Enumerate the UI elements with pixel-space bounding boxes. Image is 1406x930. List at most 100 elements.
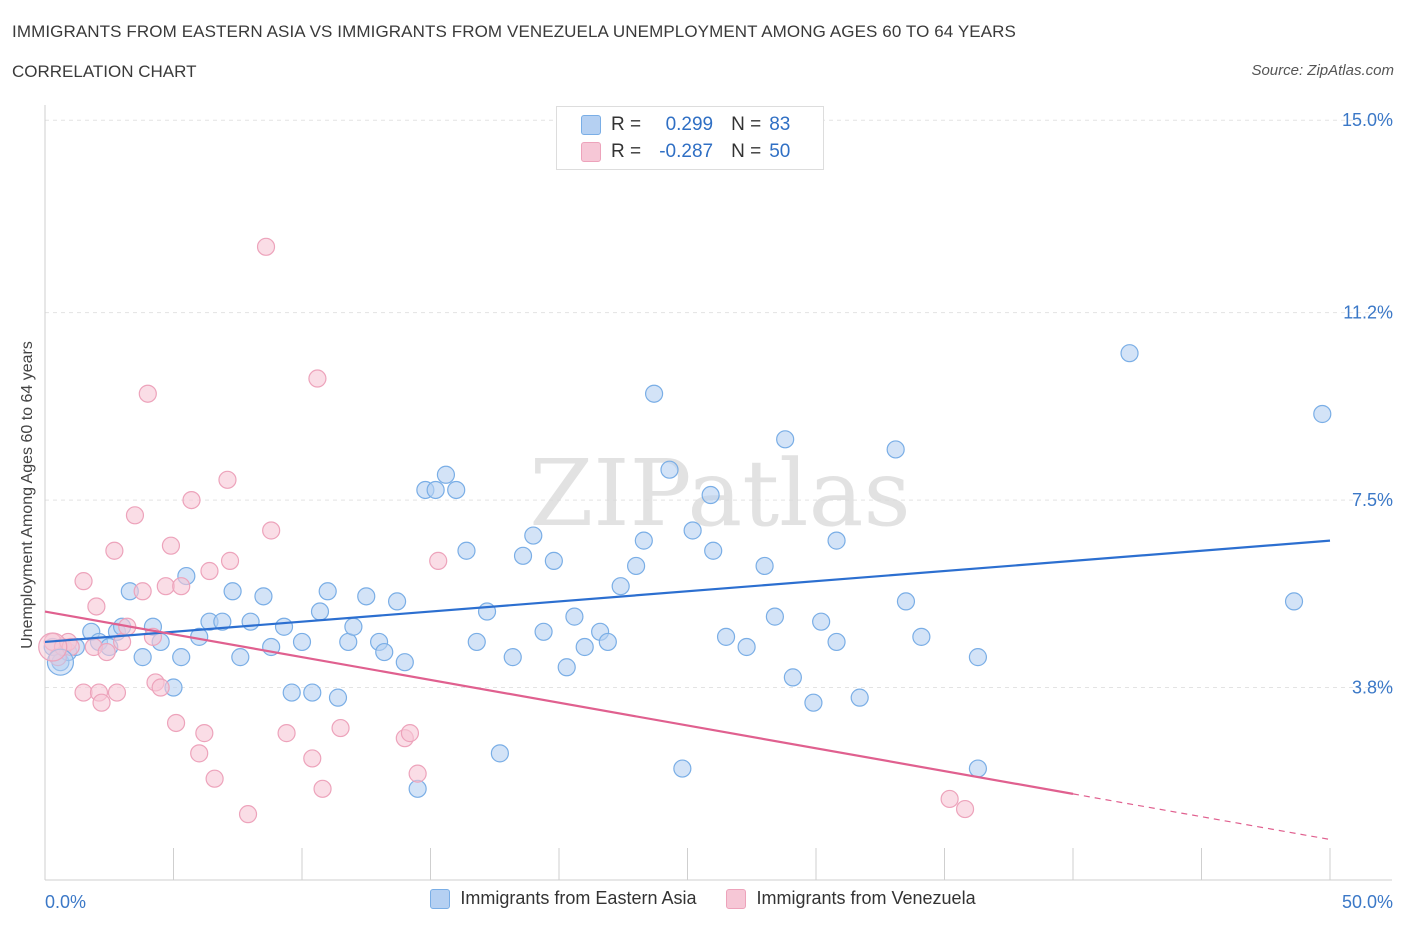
point-eastern-asia [447,480,466,500]
n-value: 83 [769,114,791,135]
point-eastern-asia [896,592,916,611]
point-eastern-asia [912,627,931,646]
point-eastern-asia [886,440,905,459]
point-venezuela [97,642,116,662]
point-venezuela [313,779,332,798]
point-eastern-asia [701,485,720,505]
point-venezuela [195,724,214,743]
point-venezuela [172,577,191,596]
source-label: Source: ZipAtlas.com [1251,62,1394,79]
point-eastern-asia [968,759,988,778]
point-eastern-asia [776,430,795,449]
point-eastern-asia [634,531,653,550]
point-eastern-asia [426,480,445,500]
swatch-eastern-asia [581,115,601,135]
point-eastern-asia [683,521,702,540]
point-eastern-asia [626,556,646,576]
point-eastern-asia [765,607,784,626]
point-eastern-asia [303,683,322,702]
point-eastern-asia [344,617,363,636]
point-eastern-asia [783,668,802,687]
point-eastern-asia [704,541,723,560]
point-eastern-asia [387,592,407,611]
point-eastern-asia [850,688,869,707]
point-eastern-asia [1313,404,1332,424]
point-venezuela [940,789,959,809]
point-eastern-asia [598,632,617,652]
point-venezuela-large [38,632,68,662]
y-tick-label: 7.5% [1352,490,1393,510]
axes [44,105,1392,881]
point-eastern-asia [513,546,533,565]
point-venezuela [138,384,157,403]
swatch-venezuela [581,142,601,162]
point-eastern-asia [575,637,594,657]
point-eastern-asia [339,632,358,652]
point-venezuela [218,470,237,489]
point-eastern-asia [241,612,260,631]
point-eastern-asia [827,632,846,652]
point-venezuela [133,582,152,601]
legend-label-eastern-asia: Immigrants from Eastern Asia [460,888,697,908]
stats-row-eastern-asia: R = 0.299 N = 83 [581,112,790,138]
point-eastern-asia [457,541,476,560]
point-eastern-asia [310,602,330,621]
point-venezuela [105,541,124,560]
point-venezuela [190,744,209,763]
point-eastern-asia [375,642,394,662]
chart-subtitle: CORRELATION CHART [12,62,197,81]
point-eastern-asia [490,744,509,763]
legend-item-eastern-asia[interactable]: Immigrants from Eastern Asia [430,888,696,909]
point-venezuela [238,805,258,824]
chart-title: IMMIGRANTS FROM EASTERN ASIA VS IMMIGRAN… [12,22,1016,41]
point-eastern-asia [318,582,337,601]
r-value: -0.287 [659,141,714,162]
point-venezuela [955,799,975,819]
n-value: 50 [769,141,791,162]
point-eastern-asia [557,658,576,677]
point-venezuela [331,718,350,738]
point-eastern-asia [804,693,823,712]
point-eastern-asia [1120,344,1139,363]
point-eastern-asia [755,556,774,576]
point-venezuela [92,693,111,712]
point-eastern-asia [611,577,630,596]
bottom-legend: Immigrants from Eastern Asia Immigrants … [0,888,1406,909]
point-venezuela [107,683,127,702]
point-venezuela [400,724,420,743]
y-tick-label: 3.8% [1352,678,1393,698]
point-eastern-asia [534,622,553,641]
point-eastern-asia [673,759,692,778]
trend-line-venezuela [44,610,1074,795]
y-tick-label: 15.0% [1342,110,1393,130]
point-eastern-asia [408,779,427,798]
point-eastern-asia [436,465,456,484]
point-venezuela [74,683,93,702]
r-label: R = [611,114,642,135]
watermark: ZIPatlas [529,440,910,547]
point-eastern-asia [254,587,273,606]
point-eastern-asia [274,617,294,636]
point-eastern-asia [357,587,376,606]
point-venezuela [200,561,219,581]
point-venezuela [408,764,427,783]
point-eastern-asia [1284,592,1304,611]
point-eastern-asia [565,607,584,626]
point-venezuela [220,551,240,570]
point-eastern-asia [660,460,679,479]
trend-line-venezuela-extension [1072,793,1331,841]
point-venezuela [303,749,322,768]
point-venezuela [182,490,201,510]
point-eastern-asia [968,648,988,667]
point-eastern-asia [223,582,242,601]
legend-item-venezuela[interactable]: Immigrants from Venezuela [726,888,976,909]
point-venezuela [256,237,276,256]
point-venezuela [151,678,170,697]
point-eastern-asia [172,648,191,667]
trend-line-eastern-asia [44,539,1331,644]
r-label: R = [611,141,642,162]
point-eastern-asia [133,648,152,667]
point-venezuela [277,724,296,743]
point-venezuela [308,369,327,388]
